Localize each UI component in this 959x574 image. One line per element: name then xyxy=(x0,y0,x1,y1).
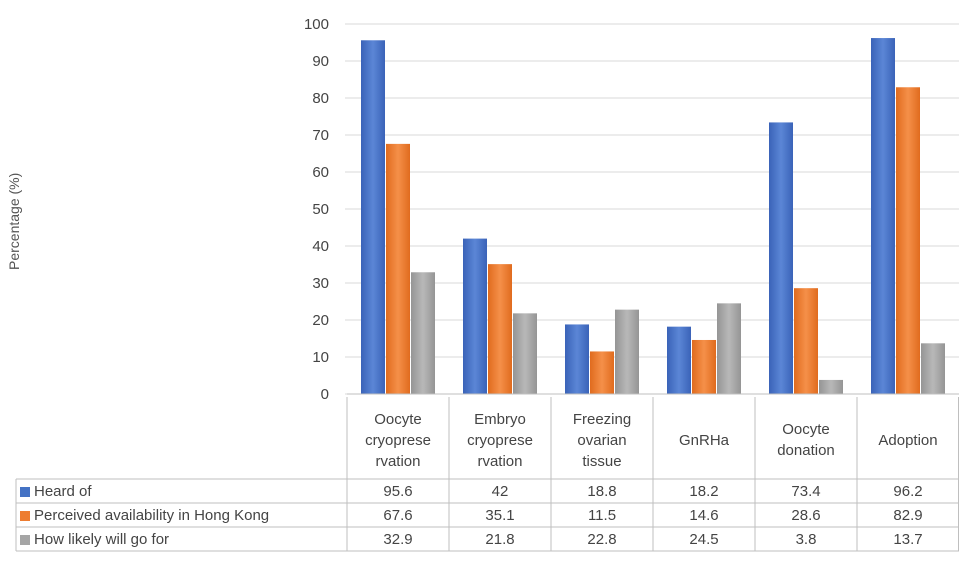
data-label: 24.5 xyxy=(653,528,755,551)
y-tick-label: 60 xyxy=(312,164,329,181)
bar xyxy=(615,310,639,394)
data-label: 96.2 xyxy=(857,480,959,503)
series-name: Perceived availability in Hong Kong xyxy=(34,507,269,524)
data-label: 32.9 xyxy=(347,528,449,551)
y-tick-label: 50 xyxy=(312,201,329,218)
bar xyxy=(717,303,741,394)
bar xyxy=(590,351,614,394)
data-label: 18.2 xyxy=(653,480,755,503)
bar xyxy=(565,324,589,394)
data-label: 42 xyxy=(449,480,551,503)
data-label: 3.8 xyxy=(755,528,857,551)
data-label: 95.6 xyxy=(347,480,449,503)
legend-entry: How likely will go for xyxy=(20,528,169,551)
y-axis-ticks: 0 10 20 30 40 50 60 70 80 90 100 xyxy=(304,16,329,403)
legend-swatch xyxy=(20,535,30,545)
y-tick-label: 70 xyxy=(312,127,329,144)
legend-entry: Perceived availability in Hong Kong xyxy=(20,504,269,527)
table-row: Perceived availability in Hong Kong 67.6 3… xyxy=(16,504,959,527)
bar xyxy=(667,327,691,394)
data-label: 22.8 xyxy=(551,528,653,551)
x-tick-label: Freezing ovarian tissue xyxy=(551,400,653,480)
bar xyxy=(794,288,818,394)
y-tick-label: 0 xyxy=(321,386,329,403)
data-label: 28.6 xyxy=(755,504,857,527)
series-name: Heard of xyxy=(34,483,92,500)
bar xyxy=(819,380,843,394)
bar xyxy=(692,340,716,394)
bar xyxy=(513,313,537,394)
data-label: 67.6 xyxy=(347,504,449,527)
legend-swatch xyxy=(20,511,30,521)
table-row: How likely will go for 32.9 21.8 22.8 24.5 3.… xyxy=(16,528,959,551)
bar xyxy=(411,272,435,394)
y-tick-label: 40 xyxy=(312,238,329,255)
bar xyxy=(921,343,945,394)
y-axis-title-text: Percentage (%) xyxy=(6,173,22,270)
x-tick-label: Oocyte cryoprese rvation xyxy=(347,400,449,480)
bar xyxy=(488,264,512,394)
bar xyxy=(361,40,385,394)
data-label: 21.8 xyxy=(449,528,551,551)
data-label: 18.8 xyxy=(551,480,653,503)
series-name: How likely will go for xyxy=(34,531,169,548)
bar xyxy=(871,38,895,394)
bar xyxy=(896,87,920,394)
x-tick-label: Oocyte donation xyxy=(755,400,857,480)
data-label: 82.9 xyxy=(857,504,959,527)
y-tick-label: 30 xyxy=(312,275,329,292)
x-tick-label: GnRHa xyxy=(653,400,755,480)
y-tick-label: 90 xyxy=(312,53,329,70)
y-tick-label: 100 xyxy=(304,16,329,33)
y-tick-label: 20 xyxy=(312,312,329,329)
data-label: 14.6 xyxy=(653,504,755,527)
legend-swatch xyxy=(20,487,30,497)
gridlines xyxy=(345,24,959,394)
y-tick-label: 80 xyxy=(312,90,329,107)
bar xyxy=(386,144,410,394)
legend-entry: Heard of xyxy=(20,480,92,503)
y-tick-label: 10 xyxy=(312,349,329,366)
bar xyxy=(463,239,487,394)
data-label: 73.4 xyxy=(755,480,857,503)
data-label: 35.1 xyxy=(449,504,551,527)
bar xyxy=(769,122,793,394)
table-row: Heard of 95.6 42 18.8 18.2 73.4 96.2 xyxy=(16,480,959,503)
bars xyxy=(361,38,945,394)
x-tick-label: Adoption xyxy=(857,400,959,480)
data-label: 13.7 xyxy=(857,528,959,551)
x-tick-label: Embryo cryoprese rvation xyxy=(449,400,551,480)
data-label: 11.5 xyxy=(551,504,653,527)
